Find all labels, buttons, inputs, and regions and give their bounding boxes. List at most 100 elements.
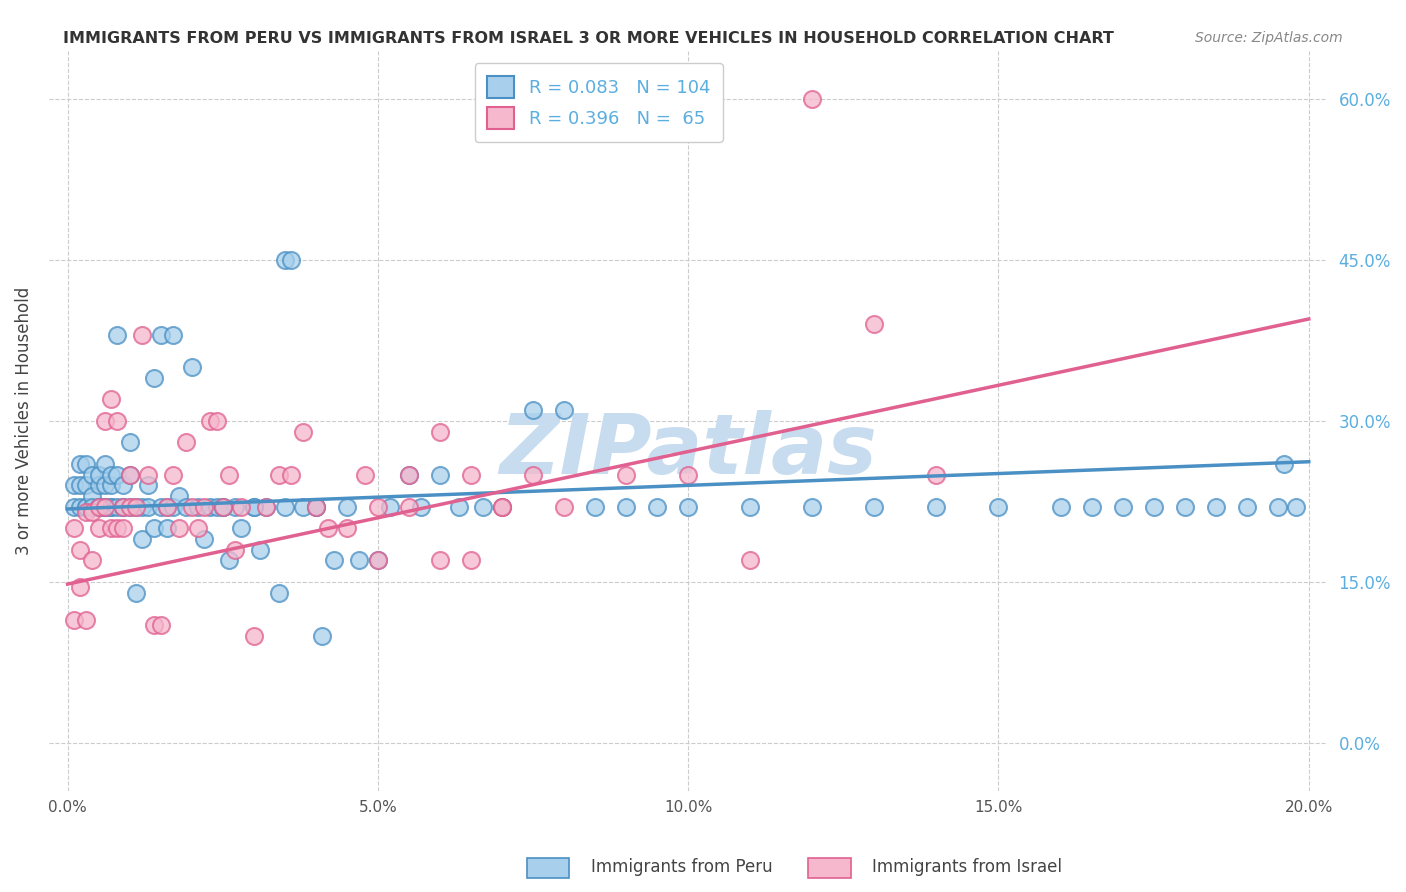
Point <box>94 500 117 514</box>
Point <box>280 252 302 267</box>
Point <box>336 521 359 535</box>
Point <box>162 328 184 343</box>
Point <box>224 500 246 514</box>
Point <box>112 500 135 514</box>
Point <box>1236 500 1258 514</box>
Point <box>100 467 122 482</box>
Point <box>676 500 699 514</box>
Point <box>169 521 191 535</box>
Point <box>740 500 762 514</box>
Point <box>94 414 117 428</box>
Point <box>62 613 84 627</box>
Point <box>491 500 513 514</box>
Point <box>94 500 117 514</box>
Point <box>136 467 159 482</box>
Point <box>87 478 110 492</box>
Point <box>100 478 122 492</box>
Point <box>522 403 544 417</box>
Point <box>62 478 84 492</box>
Point <box>87 500 110 514</box>
Point <box>522 467 544 482</box>
Point <box>82 500 104 514</box>
Point <box>82 505 104 519</box>
Point <box>863 500 886 514</box>
Point <box>200 414 222 428</box>
Point <box>149 328 172 343</box>
Point <box>82 467 104 482</box>
Point <box>112 500 135 514</box>
Point <box>367 500 389 514</box>
Point <box>583 500 606 514</box>
Point <box>740 553 762 567</box>
Point <box>118 467 141 482</box>
Point <box>472 500 495 514</box>
Point <box>1285 500 1308 514</box>
Point <box>100 500 122 514</box>
Point <box>156 500 179 514</box>
Point <box>316 521 339 535</box>
Point <box>311 629 333 643</box>
Point <box>118 500 141 514</box>
Point <box>112 500 135 514</box>
Point <box>305 500 328 514</box>
Text: ZIPatlas: ZIPatlas <box>499 410 877 491</box>
Point <box>75 613 97 627</box>
Legend: R = 0.083   N = 104, R = 0.396   N =  65: R = 0.083 N = 104, R = 0.396 N = 65 <box>475 63 723 142</box>
Point <box>156 500 179 514</box>
Point <box>118 467 141 482</box>
Point <box>75 500 97 514</box>
Point <box>242 629 264 643</box>
Point <box>162 467 184 482</box>
Point <box>367 553 389 567</box>
Point <box>69 500 91 514</box>
Point <box>447 500 470 514</box>
Point <box>224 542 246 557</box>
Point <box>149 500 172 514</box>
Point <box>100 392 122 407</box>
Point <box>460 467 482 482</box>
Point <box>274 500 297 514</box>
Point <box>354 467 377 482</box>
Point <box>863 318 886 332</box>
Point <box>149 618 172 632</box>
Point <box>69 457 91 471</box>
Point <box>398 500 420 514</box>
Point <box>205 500 228 514</box>
Point <box>75 505 97 519</box>
Point <box>193 500 215 514</box>
Point <box>187 500 209 514</box>
Point <box>367 553 389 567</box>
Point <box>1049 500 1071 514</box>
Point <box>987 500 1010 514</box>
Point <box>94 478 117 492</box>
Point <box>174 435 197 450</box>
Point <box>336 500 359 514</box>
Point <box>1174 500 1197 514</box>
Point <box>131 500 153 514</box>
Point <box>105 521 128 535</box>
Text: IMMIGRANTS FROM PERU VS IMMIGRANTS FROM ISRAEL 3 OR MORE VEHICLES IN HOUSEHOLD C: IMMIGRANTS FROM PERU VS IMMIGRANTS FROM … <box>63 31 1114 46</box>
Text: Immigrants from Israel: Immigrants from Israel <box>872 858 1062 876</box>
Point <box>105 500 128 514</box>
Point <box>305 500 328 514</box>
Point <box>305 500 328 514</box>
Point <box>69 478 91 492</box>
Point <box>131 328 153 343</box>
Point <box>69 580 91 594</box>
Point <box>193 532 215 546</box>
Point <box>94 500 117 514</box>
Point <box>136 478 159 492</box>
Point <box>156 521 179 535</box>
Point <box>118 435 141 450</box>
Point <box>614 500 637 514</box>
Point <box>131 532 153 546</box>
Point <box>125 585 148 599</box>
Point <box>292 425 315 439</box>
Point <box>254 500 277 514</box>
Point <box>249 542 271 557</box>
Point <box>211 500 233 514</box>
Point <box>553 403 575 417</box>
Point <box>75 500 97 514</box>
Point <box>925 467 948 482</box>
Point <box>62 521 84 535</box>
